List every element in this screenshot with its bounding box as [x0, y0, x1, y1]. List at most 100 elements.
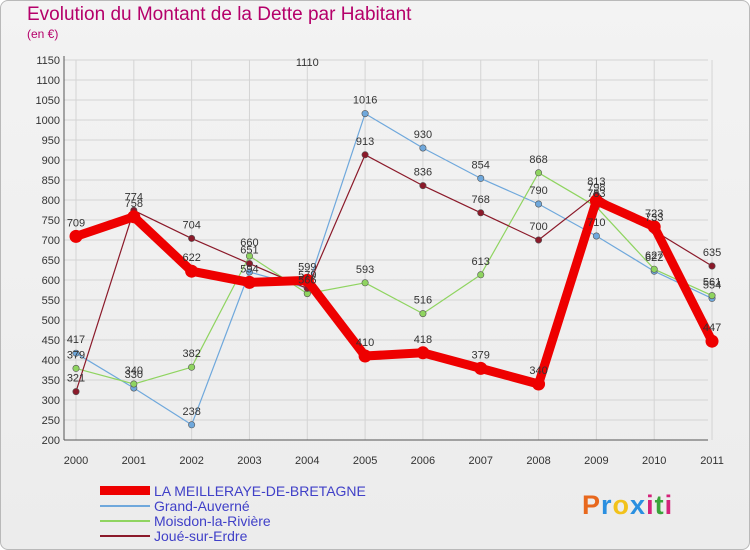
- y-tick-label: 300: [42, 395, 60, 407]
- data-label: 627: [645, 250, 663, 262]
- y-tick-label: 850: [42, 175, 60, 187]
- x-tick-label: 2006: [411, 455, 435, 467]
- data-point: [532, 377, 546, 391]
- data-label: 516: [414, 295, 432, 307]
- legend-label: Grand-Auverné: [154, 498, 250, 514]
- data-label: 704: [182, 219, 200, 231]
- legend-label: LA MEILLERAYE-DE-BRETAGNE: [154, 483, 366, 499]
- data-point: [477, 271, 485, 279]
- data-point: [708, 262, 716, 270]
- data-label: 447: [703, 322, 721, 334]
- legend-item: Joué-sur-Erdre: [100, 528, 420, 544]
- y-tick-label: 900: [42, 155, 60, 167]
- data-label: 758: [125, 198, 143, 210]
- x-tick-label: 2001: [122, 455, 146, 467]
- data-label: 579: [298, 269, 316, 281]
- data-label: 417: [67, 334, 85, 346]
- data-label: 330: [125, 369, 143, 381]
- brand-letter: P: [582, 490, 602, 520]
- x-tick-label: 2002: [179, 455, 203, 467]
- y-tick-label: 550: [42, 295, 60, 307]
- x-tick-label: 2010: [642, 455, 666, 467]
- x-tick-label: 2011: [700, 455, 724, 467]
- data-point: [245, 252, 253, 260]
- data-point: [477, 174, 485, 182]
- y-tick-label: 250: [42, 415, 60, 427]
- data-label: 418: [414, 334, 432, 346]
- legend-label: Moisdon-la-Rivière: [154, 513, 271, 529]
- data-point: [361, 279, 369, 287]
- brand-letter: x: [630, 490, 647, 520]
- legend-label: Joué-sur-Erdre: [154, 528, 248, 544]
- data-label: 774: [125, 191, 143, 203]
- x-tick-label: 2004: [295, 455, 319, 467]
- y-tick-label: 350: [42, 375, 60, 387]
- x-tick-label: 2009: [584, 455, 608, 467]
- y-tick-label: 450: [42, 335, 60, 347]
- data-label: 613: [472, 256, 490, 268]
- data-label: 321: [67, 373, 85, 385]
- data-label: 238: [182, 406, 200, 418]
- data-label: 798: [587, 182, 605, 194]
- y-tick-label: 700: [42, 235, 60, 247]
- y-tick-label: 200: [42, 435, 60, 447]
- brand-logo: Proxiti: [582, 490, 673, 521]
- data-label: 733: [645, 212, 663, 224]
- data-label: 599: [298, 261, 316, 273]
- data-point: [477, 209, 485, 217]
- x-tick-label: 2008: [526, 455, 550, 467]
- data-label: 410: [356, 337, 374, 349]
- data-label: 710: [587, 217, 605, 229]
- data-point: [650, 265, 658, 273]
- data-point: [127, 210, 141, 224]
- series-line: [75, 172, 713, 385]
- data-point: [361, 151, 369, 159]
- y-tick-label: 950: [42, 135, 60, 147]
- data-label: 622: [182, 252, 200, 264]
- brand-letter: i: [664, 490, 674, 520]
- data-label: 566: [298, 275, 316, 287]
- data-label: 790: [529, 185, 547, 197]
- data-label: 379: [472, 349, 490, 361]
- legend-swatch: [100, 535, 150, 537]
- data-point: [130, 380, 138, 388]
- data-label: 930: [414, 129, 432, 141]
- data-point: [535, 200, 543, 208]
- legend-item: LA MEILLERAYE-DE-BRETAGNE: [100, 483, 420, 499]
- data-point: [474, 361, 488, 375]
- legend-swatch: [100, 486, 150, 495]
- data-point: [245, 260, 253, 268]
- data-label: 382: [182, 348, 200, 360]
- x-tick-label: 2003: [237, 455, 261, 467]
- data-point: [72, 364, 80, 372]
- chart-title: Evolution du Montant de la Dette par Hab…: [27, 4, 412, 25]
- y-tick-label: 650: [42, 255, 60, 267]
- data-label: 1110: [296, 57, 319, 69]
- data-point: [589, 194, 603, 208]
- data-point: [647, 220, 661, 234]
- y-tick-label: 800: [42, 195, 60, 207]
- data-label: 723: [645, 208, 663, 220]
- brand-letter: i: [646, 490, 655, 520]
- data-point: [245, 268, 253, 276]
- brand-letter: r: [601, 490, 613, 520]
- data-label: 660: [240, 237, 258, 249]
- y-tick-label: 1000: [36, 115, 60, 127]
- legend-swatch: [100, 505, 150, 507]
- y-tick-label: 600: [42, 275, 60, 287]
- data-label: 709: [67, 217, 85, 229]
- brand-letter: o: [612, 490, 631, 520]
- data-label: 868: [529, 154, 547, 166]
- series-line: [75, 112, 713, 426]
- data-point: [535, 236, 543, 244]
- data-point: [708, 292, 716, 300]
- data-point: [69, 229, 83, 243]
- data-label: 783: [587, 188, 605, 200]
- data-point: [185, 264, 199, 278]
- data-point: [705, 334, 719, 348]
- data-point: [592, 232, 600, 240]
- data-label: 813: [587, 176, 605, 188]
- data-label: 554: [703, 279, 721, 291]
- data-point: [361, 110, 369, 118]
